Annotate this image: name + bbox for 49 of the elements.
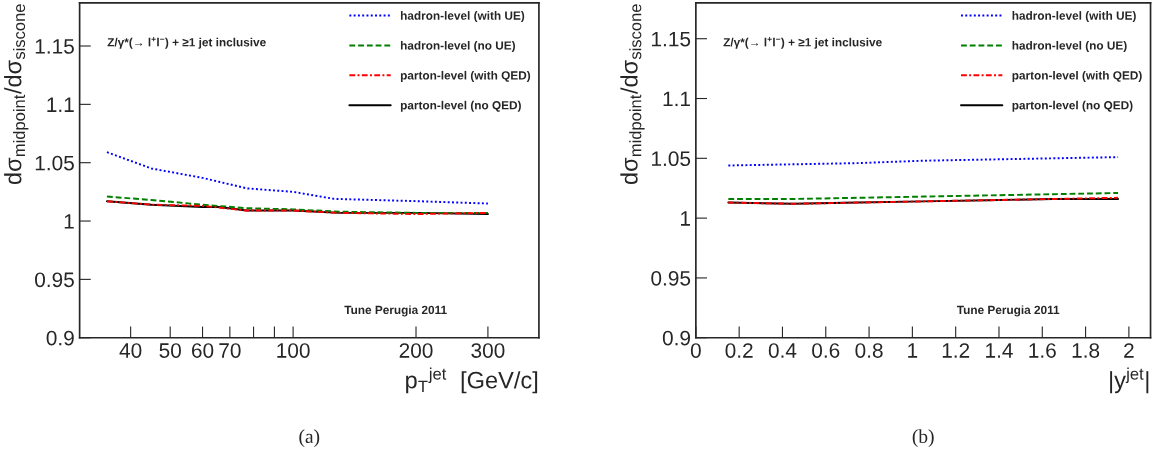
x-tick-label: 40 bbox=[119, 343, 142, 358]
y-tick-label: 0.9 bbox=[662, 330, 691, 346]
x-tick-label: 0.8 bbox=[855, 343, 883, 358]
y-tick-label: 1.1 bbox=[47, 97, 74, 112]
x-tick-label: 0.2 bbox=[725, 343, 753, 358]
legend-label: parton-level (with QED) bbox=[1012, 70, 1142, 82]
legend-label: parton-level (no QED) bbox=[400, 100, 521, 112]
x-tick-label: 50 bbox=[159, 343, 181, 358]
y-tick-label: 1.15 bbox=[35, 39, 74, 54]
x-tick-label: 300 bbox=[471, 343, 505, 358]
y-axis-title: dσ$_{midpoint}$/dσ$_{siscone}$ bbox=[4, 4, 29, 185]
x-tick-label: 70 bbox=[219, 343, 241, 358]
x-tick-label: 0.6 bbox=[812, 343, 840, 358]
legend-label: hadron-level (no UE) bbox=[1012, 41, 1127, 52]
annotation: Z/γ*(→ l$^{+}$l$^{−}$) + ≥1 jet inclusive bbox=[107, 37, 266, 49]
x-tick-label: 1.4 bbox=[986, 343, 1013, 358]
y-tick-label: 1 bbox=[64, 214, 74, 229]
x-tick-label: 1.2 bbox=[942, 343, 970, 358]
y-tick-label: 1.05 bbox=[652, 151, 691, 167]
x-tick-label: 0.4 bbox=[768, 343, 797, 358]
line-series bbox=[727, 156, 1120, 167]
x-tick-label: 200 bbox=[399, 343, 433, 358]
text: (b) bbox=[912, 429, 934, 447]
y-axis-title: dσ$_{midpoint}$/dσ$_{siscone}$ bbox=[620, 4, 645, 185]
y-tick-label: 1.15 bbox=[652, 31, 691, 47]
annotation: Tune Perugia 2011 bbox=[344, 305, 447, 317]
x-axis-title: p$_{T}$$^{jet}$ [GeV/c] bbox=[406, 367, 538, 394]
y-tick-label: 0.95 bbox=[651, 270, 691, 286]
annotation: Tune Perugia 2011 bbox=[956, 305, 1060, 317]
x-tick-label: 100 bbox=[277, 343, 310, 358]
x-tick-label: 1.6 bbox=[1029, 343, 1056, 358]
legend-label: parton-level (no QED) bbox=[1012, 100, 1133, 112]
x-tick-label: 0 bbox=[690, 343, 701, 358]
text: (a) bbox=[299, 429, 320, 447]
x-tick-label: 1 bbox=[908, 343, 918, 358]
x-axis-title: |y$^{jet}$| bbox=[1110, 367, 1149, 394]
x-tick-label: 2 bbox=[1124, 343, 1134, 358]
x-tick-label: 1.8 bbox=[1072, 343, 1100, 358]
y-tick-label: 0.9 bbox=[46, 330, 74, 346]
legend-label: hadron-level (no UE) bbox=[400, 41, 515, 52]
legend-label: parton-level (with QED) bbox=[400, 70, 531, 82]
y-tick-label: 1 bbox=[681, 211, 690, 226]
y-tick-label: 1.1 bbox=[663, 91, 690, 107]
x-tick-label: 60 bbox=[192, 343, 214, 358]
legend-label: hadron-level (with UE) bbox=[1012, 11, 1136, 23]
y-tick-label: 1.05 bbox=[35, 155, 74, 171]
annotation: Z/γ*(→ l$^{+}$l$^{−}$) + ≥1 jet inclusive bbox=[723, 37, 882, 49]
y-tick-label: 0.95 bbox=[35, 272, 74, 288]
legend-label: hadron-level (with UE) bbox=[400, 11, 525, 23]
